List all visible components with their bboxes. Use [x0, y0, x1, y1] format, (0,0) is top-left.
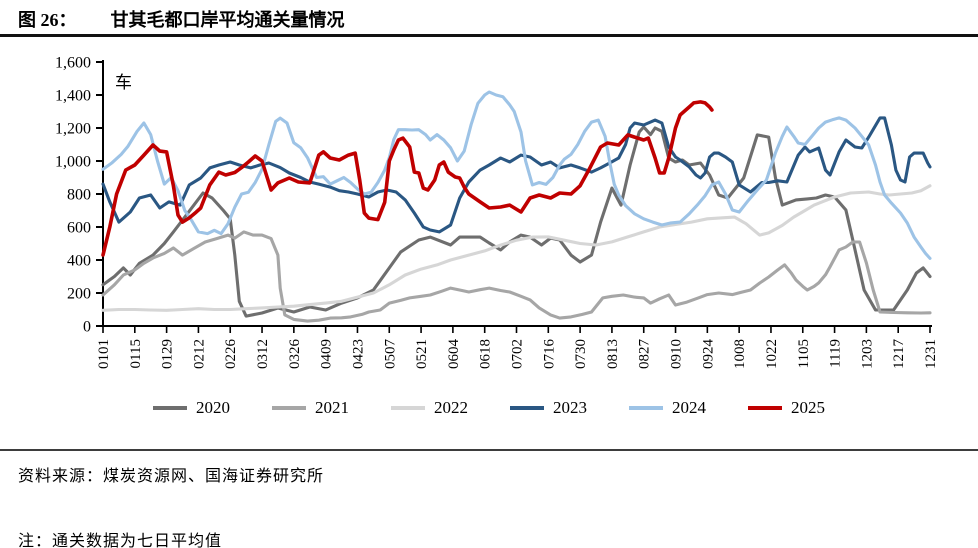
legend-label: 2021 — [315, 398, 349, 417]
legend-swatch-2020 — [153, 406, 187, 410]
legend-swatch-2024 — [629, 406, 663, 410]
x-tick-label: 0212 — [191, 339, 207, 369]
legend-label: 2020 — [196, 398, 230, 417]
x-tick-label: 0423 — [350, 339, 366, 369]
chart-canvas: 0 200 400 600 800 1,000 1,200 1,400 1,600 车 0101 01… — [55, 55, 939, 370]
x-tick-label: 0101 — [96, 339, 112, 369]
legend-swatch-2021 — [272, 406, 306, 410]
y-tick-label: 1,000 — [55, 154, 91, 171]
series-line-2022 — [101, 184, 932, 312]
footer-divider — [0, 449, 978, 451]
x-tick-label: 1231 — [923, 339, 939, 369]
y-tick-label: 0 — [83, 319, 91, 336]
figure-title-text: 甘其毛都口岸平均通关量情况 — [110, 10, 345, 30]
x-tick-label: 0702 — [510, 339, 526, 369]
y-tick-label: 400 — [67, 253, 91, 270]
line-chart: 0 200 400 600 800 1,000 1,200 1,400 1,600 车 0101 01… — [0, 38, 978, 393]
x-tick-label: 0604 — [446, 339, 462, 370]
legend-swatch-2025 — [748, 406, 782, 410]
legend-item-2023: 2023 — [510, 398, 587, 418]
unit-label: 车 — [115, 73, 132, 92]
legend-swatch-2022 — [391, 406, 425, 410]
series-line-2021 — [101, 230, 932, 323]
title-divider — [0, 34, 978, 37]
legend-item-2022: 2022 — [391, 398, 468, 418]
x-tick-label: 0924 — [700, 339, 716, 370]
x-tick-label: 0827 — [637, 339, 653, 370]
note-text: 注：通关数据为七日平均值 — [18, 533, 223, 548]
x-tick-label: 1022 — [764, 339, 780, 369]
x-tick-label: 1203 — [859, 339, 875, 369]
x-tick-label: 1119 — [828, 339, 844, 368]
y-tick-label: 600 — [67, 220, 91, 237]
x-tick-label: 1217 — [891, 339, 907, 370]
x-tick-label: 0521 — [414, 339, 430, 369]
y-tick-label: 1,600 — [55, 55, 91, 72]
source-text: 资料来源：煤炭资源网、国海证券研究所 — [18, 468, 325, 485]
series-line-2024 — [101, 90, 932, 260]
x-tick-label: 0730 — [573, 339, 589, 369]
legend-swatch-2023 — [510, 406, 544, 410]
x-tick-label: 0910 — [669, 339, 685, 369]
x-tick-label: 0409 — [319, 339, 335, 369]
chart-legend: 2020 2021 2022 2023 2024 2025 — [0, 398, 978, 418]
figure-title: 图 26： 甘其毛都口岸平均通关量情况 — [18, 6, 345, 32]
legend-label: 2023 — [553, 398, 587, 417]
x-tick-label: 0226 — [223, 339, 239, 370]
x-tick-label: 1008 — [732, 339, 748, 369]
x-tick-label: 0507 — [382, 339, 398, 370]
legend-label: 2024 — [672, 398, 706, 417]
legend-item-2025: 2025 — [748, 398, 825, 418]
figure-number: 图 26： — [18, 10, 77, 30]
x-tick-label: 0326 — [287, 339, 303, 370]
y-tick-label: 1,200 — [55, 121, 91, 138]
x-tick-label: 0115 — [128, 339, 144, 368]
x-tick-label: 0618 — [478, 339, 494, 369]
y-tick-label: 800 — [67, 187, 91, 204]
legend-label: 2025 — [791, 398, 825, 417]
x-tick-label: 0129 — [160, 339, 176, 369]
x-tick-label: 0312 — [255, 339, 271, 369]
series-line-2025 — [101, 100, 714, 257]
y-tick-label: 200 — [67, 286, 91, 303]
y-tick-label: 1,400 — [55, 88, 91, 105]
x-tick-label: 1105 — [796, 339, 812, 368]
legend-item-2024: 2024 — [629, 398, 706, 418]
legend-item-2020: 2020 — [153, 398, 230, 418]
legend-item-2021: 2021 — [272, 398, 349, 418]
legend-label: 2022 — [434, 398, 468, 417]
x-tick-label: 0813 — [605, 339, 621, 369]
x-tick-label: 0716 — [541, 339, 557, 370]
